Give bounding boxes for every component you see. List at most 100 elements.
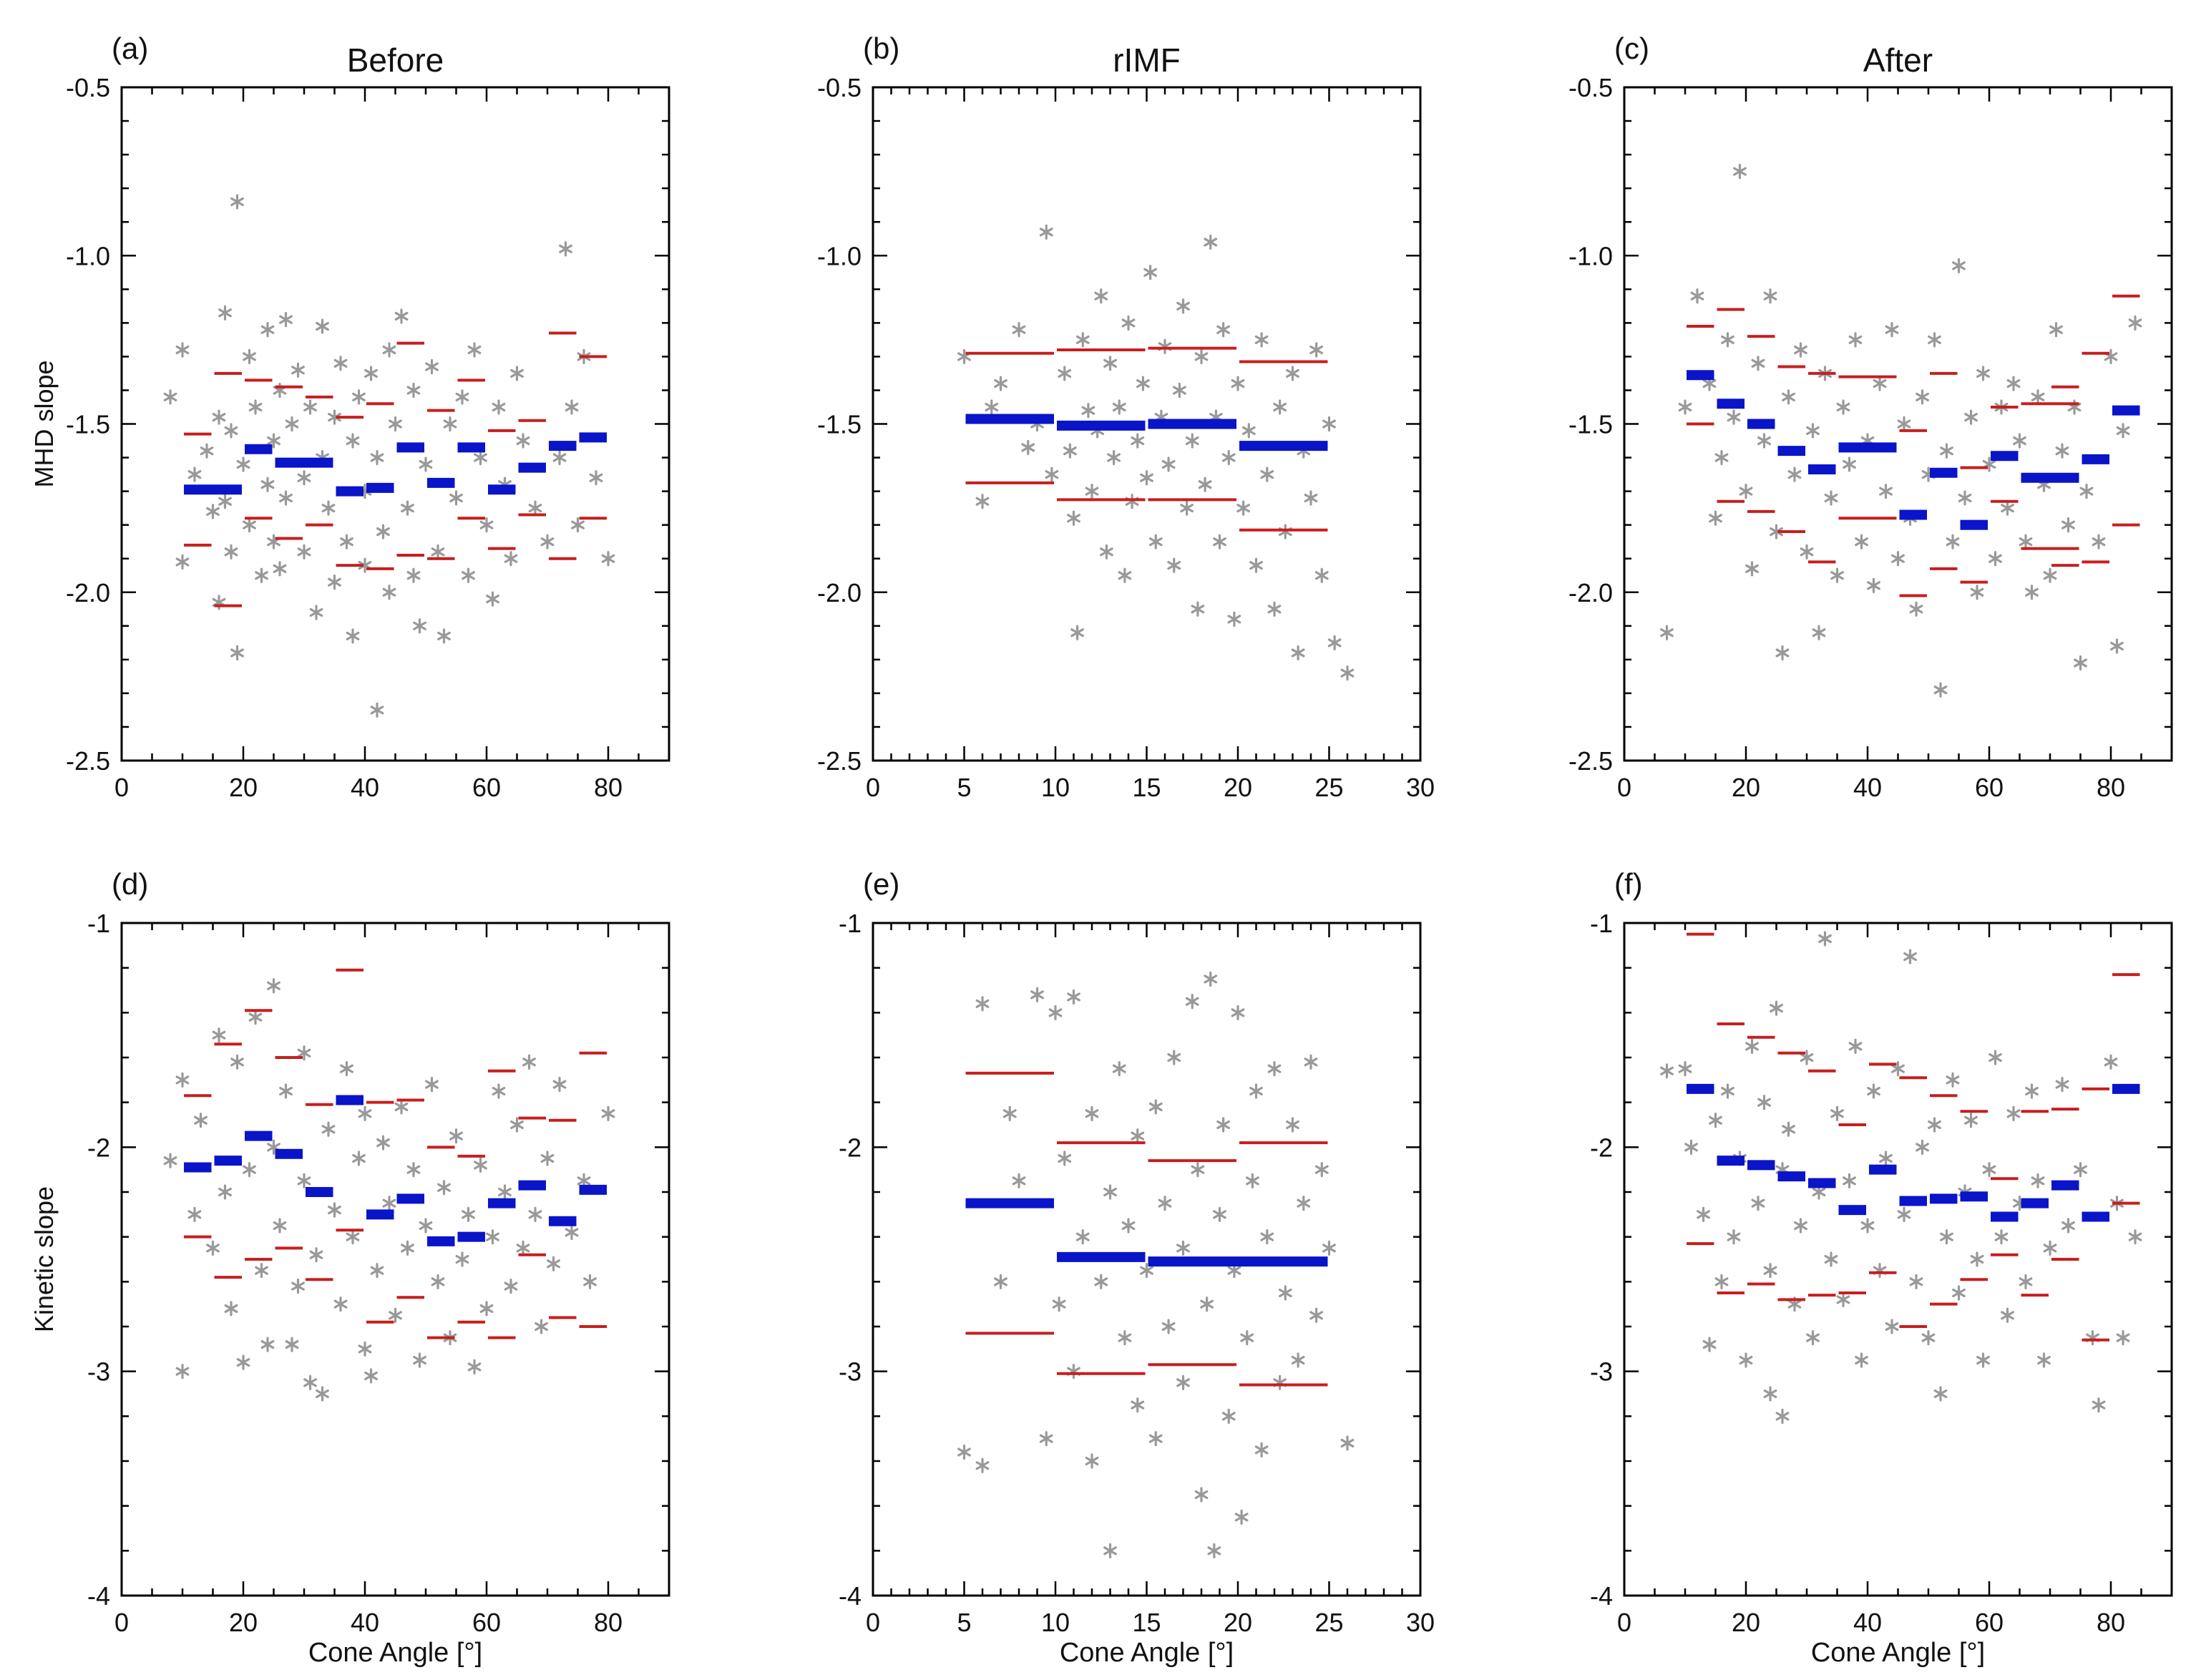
- scatter-point: [2079, 483, 2094, 499]
- scatter-point: [1678, 399, 1692, 415]
- scatter-point: [406, 382, 421, 399]
- x-tick-label: 80: [2097, 1608, 2125, 1637]
- panel-label: (c): [1614, 31, 1649, 65]
- scatter-point: [2043, 567, 2057, 583]
- scatter-point: [1921, 1330, 1936, 1346]
- scatter-point: [218, 305, 232, 321]
- scatter-point: [975, 494, 990, 509]
- scatter-point: [406, 567, 421, 583]
- scatter-point: [297, 1045, 311, 1061]
- scatter-point: [260, 1337, 275, 1352]
- scatter-point: [1843, 1173, 1856, 1188]
- scatter-point: [571, 517, 585, 533]
- panel-d: [120, 922, 670, 1597]
- scatter-point: [2074, 655, 2087, 671]
- scatter-point: [522, 1054, 536, 1070]
- scatter-point: [492, 399, 506, 415]
- scatter-point: [303, 399, 317, 415]
- scatter-point: [1806, 1330, 1820, 1346]
- scatter-point: [559, 241, 572, 257]
- x-tick-label: 0: [1617, 1608, 1631, 1637]
- scatter-point: [1994, 1229, 2009, 1245]
- scatter-point: [1204, 234, 1218, 250]
- scatter-point: [443, 416, 457, 432]
- scatter-point: [479, 517, 494, 533]
- x-tick-label: 30: [1406, 1608, 1435, 1637]
- scatter-point: [1297, 1196, 1311, 1211]
- scatter-point: [2025, 1083, 2039, 1099]
- scatter-point: [346, 1229, 360, 1245]
- scatter-point: [175, 342, 190, 358]
- scatter-point: [1194, 348, 1209, 364]
- scatter-point: [1213, 1206, 1226, 1222]
- scatter-point: [1260, 467, 1274, 482]
- scatter-point: [236, 456, 250, 472]
- scatter-point: [1085, 1105, 1099, 1121]
- scatter-point: [957, 1444, 971, 1460]
- x-tick-label: 25: [1314, 773, 1343, 802]
- scatter-point: [267, 433, 280, 449]
- y-tick-label: -1.0: [817, 241, 862, 270]
- x-tick-label: 0: [114, 773, 129, 802]
- scatter-point: [1964, 1113, 1978, 1128]
- x-tick-label: 40: [1853, 773, 1882, 802]
- scatter-point: [413, 618, 426, 634]
- scatter-point: [1855, 534, 1868, 550]
- x-tick-label: 20: [1224, 773, 1252, 802]
- scatter-point: [985, 399, 999, 415]
- panel-title: rIMF: [1113, 41, 1181, 79]
- x-tick-label: 20: [229, 1608, 258, 1637]
- scatter-point: [1094, 288, 1108, 304]
- x-tick-label: 20: [1732, 773, 1760, 802]
- scatter-point: [1891, 551, 1905, 567]
- scatter-point: [1946, 1072, 1960, 1088]
- scatter-point: [163, 389, 177, 405]
- scatter-point: [267, 978, 280, 994]
- scatter-point: [248, 399, 263, 415]
- x-tick-label: 20: [229, 773, 258, 802]
- scatter-point: [2037, 1352, 2051, 1368]
- scatter-point: [1855, 1352, 1868, 1368]
- scatter-point: [1843, 456, 1856, 472]
- scatter-point: [370, 1263, 384, 1279]
- scatter-point: [462, 567, 475, 583]
- scatter-point: [1231, 376, 1245, 391]
- scatter-point: [1660, 625, 1674, 640]
- scatter-point: [1254, 1442, 1269, 1457]
- scatter-point: [1185, 994, 1199, 1010]
- scatter-point: [1191, 1162, 1205, 1178]
- scatter-point: [316, 318, 329, 334]
- scatter-point: [1161, 1319, 1176, 1334]
- scatter-point: [1148, 534, 1163, 550]
- scatter-point: [1327, 635, 1342, 650]
- scatter-point: [2110, 638, 2124, 654]
- scatter-point: [230, 1054, 244, 1070]
- scatter-point: [1733, 164, 1747, 180]
- scatter-point: [1909, 601, 1923, 617]
- y-tick-label: -1.5: [817, 410, 862, 439]
- scatter-point: [346, 628, 360, 644]
- scatter-point: [449, 490, 463, 506]
- scatter-point: [401, 1240, 414, 1256]
- x-axis-label: Cone Angle [°]: [1060, 1638, 1234, 1668]
- scatter-point: [285, 416, 299, 432]
- scatter-point: [1291, 1352, 1305, 1368]
- y-tick-label: -1.5: [1568, 410, 1613, 439]
- scatter-point: [394, 1099, 409, 1115]
- scatter-point: [309, 1247, 323, 1263]
- scatter-point: [1048, 1005, 1063, 1020]
- scatter-point: [565, 1224, 579, 1241]
- scatter-point: [1824, 1251, 1838, 1267]
- x-tick-label: 80: [594, 1608, 623, 1637]
- scatter-point: [1739, 1352, 1753, 1368]
- scatter-point: [552, 449, 567, 466]
- scatter-point: [1236, 500, 1251, 516]
- scatter-point: [455, 389, 469, 405]
- scatter-point: [328, 575, 341, 590]
- scatter-point: [1775, 1408, 1790, 1424]
- scatter-point: [1709, 510, 1722, 526]
- scatter-point: [1782, 1121, 1795, 1137]
- scatter-point: [2061, 517, 2075, 533]
- y-tick-label: -2.0: [817, 578, 862, 607]
- y-tick-label: -4: [839, 1581, 862, 1611]
